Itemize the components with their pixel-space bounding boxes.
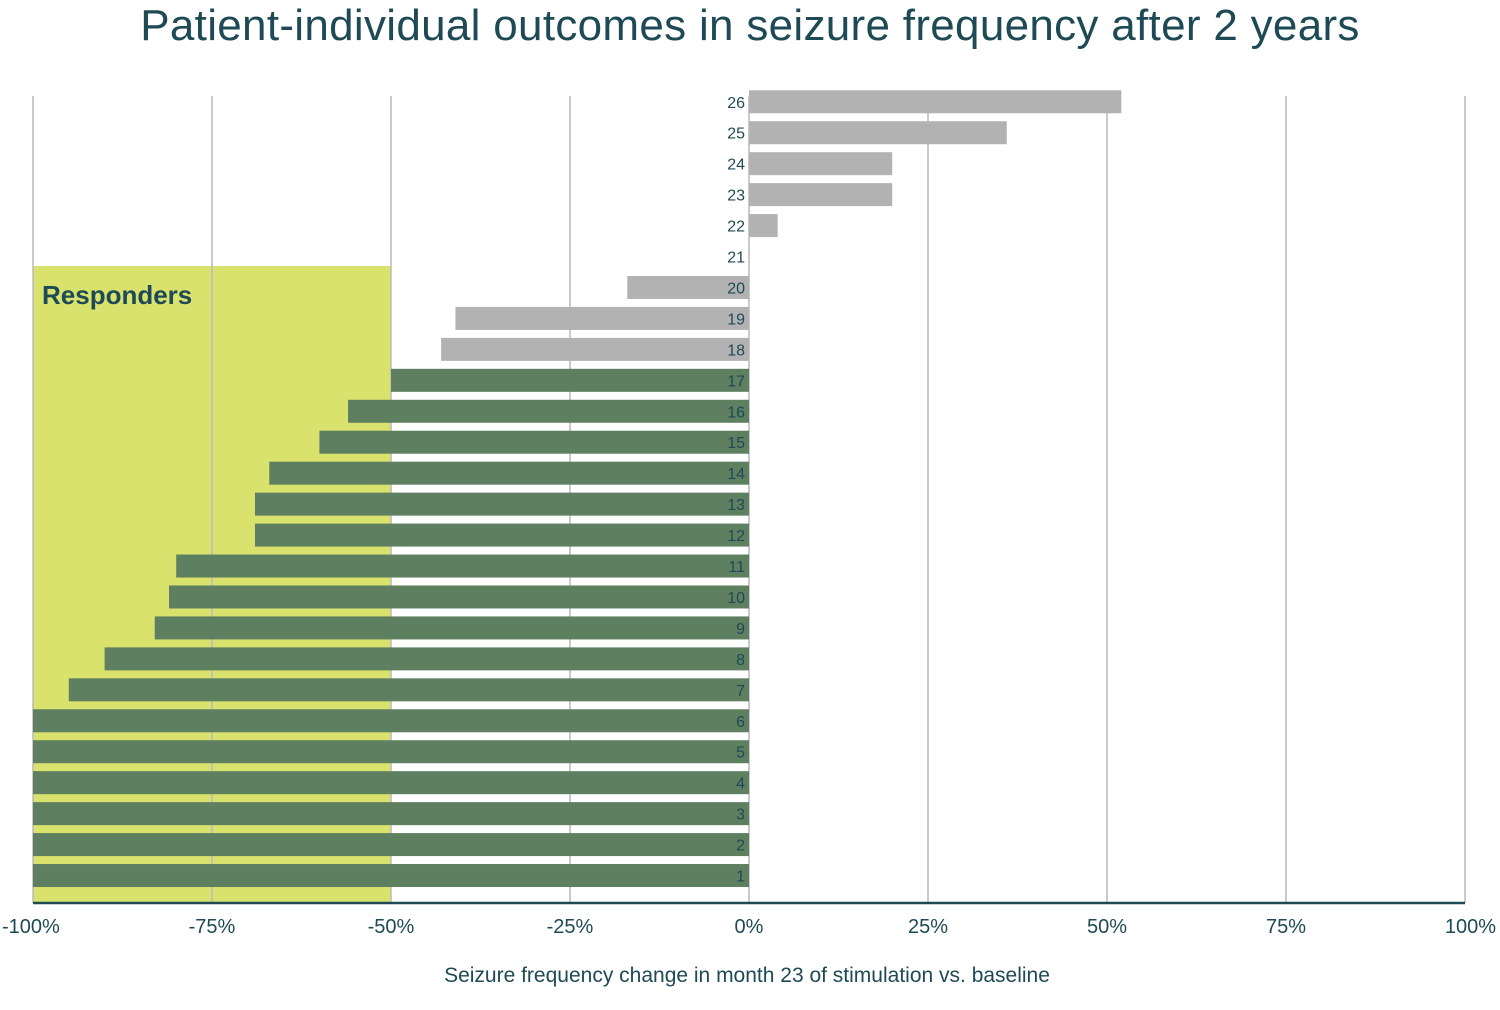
- category-label: 8: [736, 652, 745, 669]
- category-label: 9: [736, 621, 745, 638]
- category-label: 2: [736, 838, 745, 855]
- category-label: 5: [736, 745, 745, 762]
- category-label: 4: [736, 776, 745, 793]
- responder-region-label: Responders: [42, 280, 192, 310]
- category-label: 23: [727, 188, 745, 205]
- bar-patient-20: [627, 275, 749, 299]
- category-label: 15: [727, 435, 745, 452]
- x-tick-label: 0%: [735, 916, 764, 938]
- category-label: 19: [727, 311, 745, 328]
- bar-patient-11: [176, 554, 749, 578]
- category-label: 10: [727, 590, 745, 607]
- bar-patient-16: [348, 399, 749, 423]
- category-label: 17: [727, 373, 745, 390]
- category-label: 22: [727, 219, 745, 236]
- bar-patient-2: [33, 833, 749, 857]
- bar-patient-9: [154, 616, 750, 640]
- category-label: 12: [727, 528, 745, 545]
- chart-title: Patient-individual outcomes in seizure f…: [140, 1, 1360, 50]
- bar-patient-17: [391, 368, 749, 392]
- x-tick-label: 75%: [1266, 916, 1306, 938]
- category-label: 20: [727, 280, 745, 297]
- bar-patient-14: [269, 461, 749, 485]
- bar-layer: [33, 90, 1122, 888]
- bar-patient-19: [455, 306, 749, 330]
- bar-patient-4: [33, 771, 749, 795]
- category-label: 13: [727, 497, 745, 514]
- bar-patient-26: [749, 90, 1122, 114]
- category-label: 24: [727, 157, 745, 174]
- bar-patient-15: [319, 430, 749, 454]
- x-tick-label: 50%: [1087, 916, 1127, 938]
- bar-patient-25: [749, 121, 1007, 145]
- category-label: 14: [727, 466, 745, 483]
- category-label: 1: [736, 869, 745, 886]
- bar-patient-23: [749, 183, 893, 207]
- bar-patient-3: [33, 802, 749, 826]
- bar-patient-5: [33, 740, 749, 764]
- category-label: 11: [728, 559, 745, 576]
- bar-patient-10: [169, 585, 750, 609]
- bar-patient-6: [33, 709, 749, 733]
- category-label: 7: [736, 683, 745, 700]
- bar-patient-18: [441, 337, 749, 361]
- x-tick-label: -100%: [2, 916, 60, 938]
- category-label-layer: 1234567891011121314151617181920212223242…: [727, 95, 745, 886]
- axis-layer: -100% -75% -50% -25% 0% 25% 50% 75% 100%: [2, 901, 1496, 938]
- x-tick-label: -75%: [189, 916, 236, 938]
- category-label: 3: [736, 807, 745, 824]
- category-label: 26: [727, 95, 745, 112]
- x-tick-label: 100%: [1445, 916, 1496, 938]
- x-axis-label: Seizure frequency change in month 23 of …: [444, 964, 1050, 987]
- bar-patient-7: [68, 678, 750, 702]
- category-label: 25: [727, 126, 745, 143]
- category-label: 21: [727, 250, 745, 267]
- category-label: 18: [727, 342, 745, 359]
- x-tick-label: -25%: [547, 916, 594, 938]
- bar-patient-12: [254, 523, 749, 547]
- x-tick-label: -50%: [368, 916, 415, 938]
- x-tick-label: 25%: [908, 916, 948, 938]
- bar-patient-24: [749, 152, 893, 176]
- bar-patient-13: [254, 492, 749, 516]
- bar-patient-1: [33, 864, 749, 888]
- category-label: 16: [727, 404, 745, 421]
- bar-patient-8: [104, 647, 750, 671]
- bar-patient-22: [749, 214, 778, 238]
- category-label: 6: [736, 714, 745, 731]
